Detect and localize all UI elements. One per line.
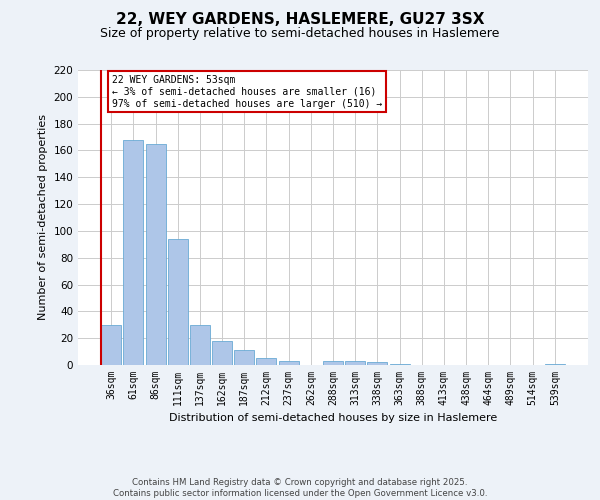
- Bar: [124, 140, 143, 365]
- Bar: [146, 144, 166, 365]
- Text: 22, WEY GARDENS, HASLEMERE, GU27 3SX: 22, WEY GARDENS, HASLEMERE, GU27 3SX: [116, 12, 484, 28]
- Bar: [168, 239, 188, 365]
- Bar: [323, 361, 343, 365]
- Bar: [367, 362, 388, 365]
- Bar: [345, 361, 365, 365]
- Y-axis label: Number of semi-detached properties: Number of semi-detached properties: [38, 114, 48, 320]
- Text: 22 WEY GARDENS: 53sqm
← 3% of semi-detached houses are smaller (16)
97% of semi-: 22 WEY GARDENS: 53sqm ← 3% of semi-detac…: [112, 76, 383, 108]
- Bar: [389, 364, 410, 365]
- Bar: [212, 341, 232, 365]
- Bar: [234, 350, 254, 365]
- Bar: [190, 325, 210, 365]
- Bar: [545, 364, 565, 365]
- Text: Contains HM Land Registry data © Crown copyright and database right 2025.
Contai: Contains HM Land Registry data © Crown c…: [113, 478, 487, 498]
- Bar: [256, 358, 277, 365]
- Text: Size of property relative to semi-detached houses in Haslemere: Size of property relative to semi-detach…: [100, 28, 500, 40]
- Bar: [101, 325, 121, 365]
- Bar: [278, 361, 299, 365]
- X-axis label: Distribution of semi-detached houses by size in Haslemere: Distribution of semi-detached houses by …: [169, 414, 497, 424]
